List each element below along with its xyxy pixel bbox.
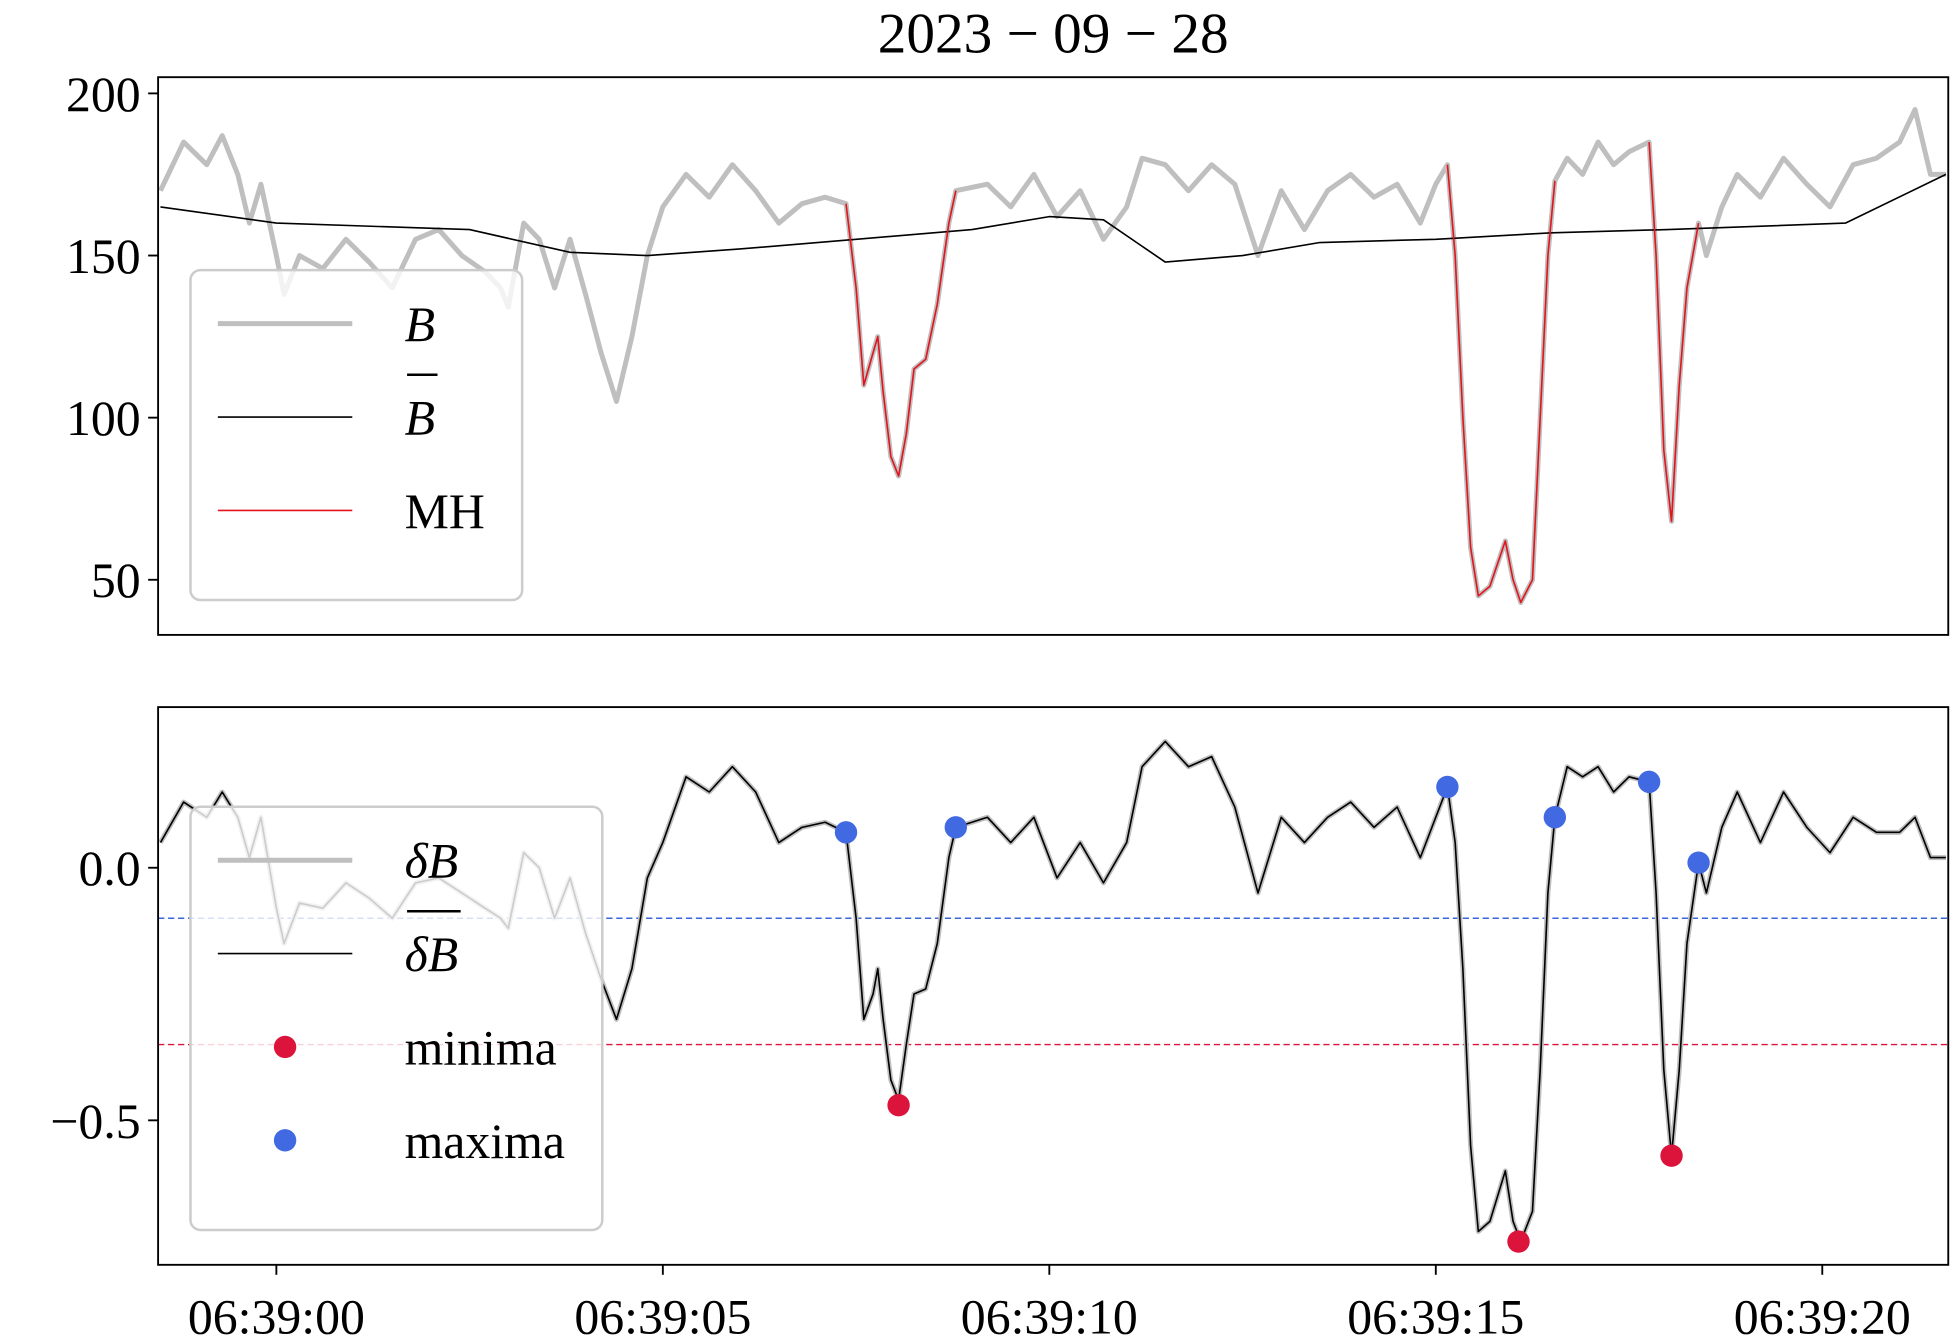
legend-label: MH [405, 484, 485, 539]
y-tick-label: 100 [66, 391, 141, 446]
y-tick-label: 150 [66, 229, 141, 284]
legend-marker [273, 1035, 297, 1059]
marker [1687, 851, 1710, 874]
legend-label: B [405, 390, 435, 445]
axes-frame [157, 706, 1950, 1266]
legend-label: minima [405, 1020, 557, 1075]
x-tick-label: 06:39:20 [1734, 1289, 1911, 1342]
series-line [845, 141, 1700, 604]
series-line [160, 173, 1947, 263]
marker [1637, 770, 1661, 794]
legend-label: δB [405, 927, 459, 982]
legend-label: B [405, 297, 435, 352]
marker [834, 821, 858, 844]
marker [1436, 775, 1459, 799]
axes-frame [157, 76, 1950, 636]
marker [887, 1093, 910, 1117]
y-tick-label: −0.5 [50, 1094, 140, 1149]
marker [1660, 1144, 1683, 1167]
x-tick-label: 06:39:05 [574, 1289, 751, 1342]
legend-marker [273, 1129, 297, 1152]
x-tick-label: 06:39:15 [1347, 1289, 1524, 1342]
x-tick-label: 06:39:00 [188, 1289, 365, 1342]
y-tick-label: 0.0 [78, 841, 140, 896]
legend-label: maxima [405, 1114, 565, 1169]
marker [1507, 1230, 1530, 1253]
legend-label: δB [405, 834, 459, 889]
x-tick-label: 06:39:10 [961, 1289, 1138, 1342]
y-tick-label: 50 [91, 553, 141, 608]
chart-title: 2023 − 09 − 28 [878, 2, 1229, 65]
marker [1543, 806, 1567, 829]
legend-box [189, 268, 524, 602]
legend-box [189, 805, 604, 1232]
y-tick-label: 200 [66, 67, 141, 122]
marker [944, 816, 967, 839]
